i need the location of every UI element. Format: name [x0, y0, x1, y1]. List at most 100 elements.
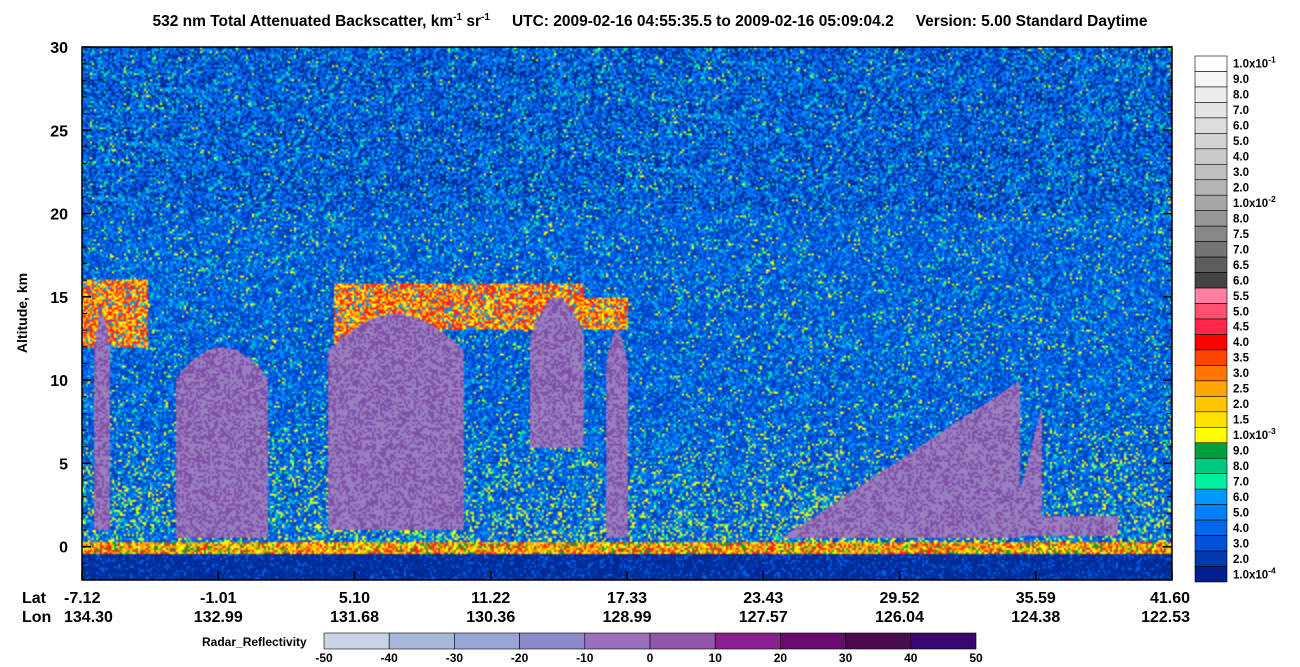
backscatter-colorbar: 1.0x10-19.08.07.06.05.04.03.02.01.0x10-2…: [1194, 55, 1276, 583]
colorbar-swatch: [1194, 71, 1228, 88]
colorbar-label: 9.0: [1233, 446, 1249, 458]
colorbar-swatch: [1194, 194, 1228, 212]
x-axis: Lat Lon -7.12 134.30 -1.01 132.99 5.10 131.68 11…: [22, 571, 1190, 626]
colorbar-label: 4.0: [1233, 523, 1249, 535]
colorbar-label: 2.5: [1233, 384, 1250, 396]
colorbar-label: 7.0: [1233, 105, 1249, 117]
colorbar-label: 7.0: [1233, 244, 1249, 256]
x-tick-lat: 17.33: [607, 590, 647, 607]
radar-colorbar-swatch: [910, 632, 977, 650]
colorbar-label: 4.5: [1233, 322, 1250, 334]
chart-title: 532 nm Total Attenuated Backscatter, km-…: [0, 12, 1300, 31]
y-tick-label: 10: [50, 373, 68, 390]
colorbar-label: 1.0x10-1: [1233, 55, 1276, 71]
colorbar-swatch: [1194, 519, 1228, 536]
colorbar-swatch: [1194, 133, 1228, 150]
backscatter-curtain-image: [82, 47, 1172, 580]
utc-end: 2009-02-16 05:09:04.2: [735, 13, 894, 31]
colorbar-label: 1.0x10-3: [1233, 426, 1276, 442]
colorbar-swatch: [1194, 55, 1228, 72]
y-axis-label: Altitude, km: [14, 273, 30, 353]
colorbar-label: 6.5: [1233, 260, 1250, 272]
radar-colorbar-swatch: [584, 632, 651, 650]
product: Standard: [1015, 13, 1083, 31]
colorbar-swatch: [1194, 303, 1228, 320]
x-tick-lat: 35.59: [1016, 590, 1056, 607]
colorbar-label: 6.0: [1233, 275, 1249, 287]
utc-start: 2009-02-16 04:55:35.5: [553, 13, 712, 31]
colorbar-label: 7.5: [1233, 229, 1250, 241]
colorbar-swatch: [1194, 163, 1228, 181]
daytime: Daytime: [1087, 13, 1148, 31]
colorbar-label: 8.0: [1233, 213, 1249, 225]
y-tick-label: 15: [50, 290, 68, 307]
colorbar-label: 2.0: [1233, 554, 1249, 566]
colorbar-swatch: [1194, 334, 1228, 351]
colorbar-swatch: [1194, 457, 1228, 475]
x-tick-lon: 131.68: [330, 609, 379, 626]
radar-colorbar-label: 0: [647, 651, 654, 665]
colorbar-swatch: [1194, 272, 1228, 289]
radar-colorbar-swatch: [388, 632, 455, 650]
colorbar-label: 1.0x10-4: [1233, 565, 1276, 581]
title-exponent: -1: [481, 12, 490, 23]
colorbar-swatch: [1194, 442, 1228, 459]
x-tick-lat: 41.60: [1150, 590, 1190, 607]
colorbar-swatch: [1194, 566, 1228, 583]
x-tick-lat: 23.43: [743, 590, 783, 607]
colorbar-swatch: [1194, 535, 1228, 552]
x-tick-lon: 124.38: [1011, 609, 1060, 626]
colorbar-label: 5.0: [1233, 136, 1249, 148]
colorbar-label: 3.0: [1233, 368, 1249, 380]
x-tick-lon: 130.36: [466, 609, 515, 626]
x-tick-lat: -1.01: [200, 590, 237, 607]
version: Version: 5.00: [915, 13, 1012, 31]
radar-colorbar-label: 40: [904, 651, 918, 665]
colorbar-label: 5.5: [1233, 291, 1250, 303]
x-tick-lon: 122.53: [1141, 609, 1190, 626]
colorbar-label: 6.0: [1233, 121, 1249, 133]
colorbar-swatch: [1194, 365, 1228, 382]
radar-colorbar-label: 20: [774, 651, 788, 665]
x-tick-lon: 128.99: [603, 609, 652, 626]
radar-colorbar-label: 30: [839, 651, 853, 665]
colorbar-swatch: [1194, 488, 1228, 505]
colorbar-swatch: [1194, 225, 1228, 242]
utc-label: UTC:: [511, 13, 549, 31]
colorbar-label: 8.0: [1233, 461, 1249, 473]
radar-colorbar-label: -40: [381, 651, 399, 665]
colorbar-swatch: [1194, 102, 1228, 119]
x-tick-lat: 11.22: [471, 590, 510, 607]
radar-colorbar-swatch: [519, 632, 586, 650]
colorbar-swatch: [1194, 318, 1228, 335]
colorbar-label: 5.0: [1233, 306, 1249, 318]
y-axis: 0 5 10 15 20 25 30: [50, 40, 1172, 581]
x-tick-lat: 29.52: [879, 590, 919, 607]
radar-colorbar-swatch: [780, 632, 846, 650]
colorbar-swatch: [1194, 411, 1228, 428]
colorbar-swatch: [1194, 504, 1228, 521]
radar-colorbar-label: -20: [511, 651, 529, 665]
colorbar-label: 1.0x10-2: [1233, 194, 1276, 210]
colorbar-swatch: [1194, 86, 1228, 103]
radar-colorbar-swatch: [714, 632, 781, 650]
colorbar-label: 8.0: [1233, 90, 1249, 102]
colorbar-swatch: [1194, 210, 1228, 227]
colorbar-label: 2.0: [1233, 183, 1249, 195]
x-tick-lat: 5.10: [339, 590, 370, 607]
colorbar-swatch: [1194, 426, 1228, 444]
colorbar-label: 4.0: [1233, 152, 1249, 164]
utc-to: to: [716, 13, 731, 31]
x-row-label-lon: Lon: [22, 609, 51, 626]
x-row-label-lat: Lat: [22, 590, 47, 607]
radar-colorbar-swatch: [845, 632, 912, 650]
colorbar-label: 2.0: [1233, 399, 1249, 411]
title-exponent: -1: [453, 12, 463, 23]
x-tick-lat: -7.12: [64, 590, 101, 607]
colorbar-label: 4.0: [1233, 337, 1249, 349]
radar-colorbar-swatch: [323, 632, 390, 650]
colorbar-label: 3.0: [1233, 538, 1249, 550]
colorbar-label: 3.5: [1233, 353, 1250, 365]
radar-colorbar-title: Radar_Reflectivity: [202, 635, 307, 649]
